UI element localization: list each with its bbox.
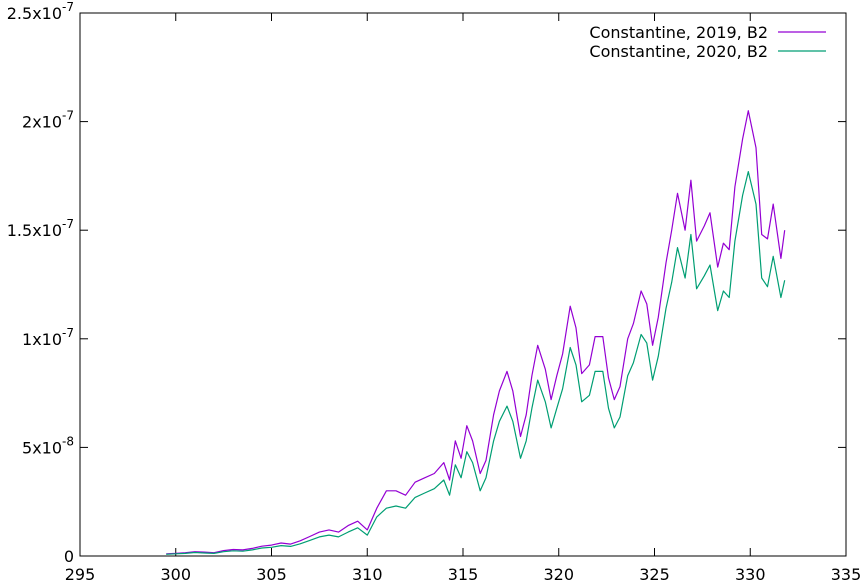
y-tick-label-base: 2x10 — [22, 113, 62, 132]
y-tick-label-base: 0 — [64, 547, 74, 566]
y-tick-label-exponent: -7 — [62, 326, 74, 340]
y-tick-label: 2x10-7 — [22, 109, 74, 132]
y-tick-label-exponent: -8 — [62, 434, 74, 448]
x-tick-label: 295 — [65, 565, 96, 584]
x-tick-label: 335 — [831, 565, 862, 584]
x-tick-label: 305 — [256, 565, 287, 584]
y-tick-label-exponent: -7 — [62, 0, 74, 14]
y-tick-label: 2.5x10-7 — [7, 0, 74, 23]
y-tick-label: 0 — [64, 547, 74, 566]
x-axis: 295 300 305 310 315 320 325 330 335 — [65, 13, 862, 584]
x-tick-label: 300 — [160, 565, 191, 584]
x-tick-label: 325 — [639, 565, 670, 584]
x-tick-label: 310 — [352, 565, 383, 584]
y-tick-label: 1.5x10-7 — [7, 217, 74, 240]
y-tick-label: 1x10-7 — [22, 326, 74, 349]
x-tick-label: 330 — [735, 565, 766, 584]
series-lines — [166, 110, 786, 555]
y-tick-label-exponent: -7 — [62, 217, 74, 231]
series-line-2 — [166, 171, 786, 555]
y-tick-label: 5x10-8 — [22, 434, 74, 457]
x-tick-label: 315 — [448, 565, 479, 584]
y-tick-label-base: 2.5x10 — [7, 4, 62, 23]
legend-label: Constantine, 2020, B2 — [589, 42, 768, 61]
legend-label: Constantine, 2019, B2 — [589, 23, 768, 42]
y-tick-label-base: 1.5x10 — [7, 221, 62, 240]
x-tick-label: 320 — [543, 565, 574, 584]
y-tick-label-base: 1x10 — [22, 330, 62, 349]
y-tick-label-base: 5x10 — [22, 438, 62, 457]
series-line-1 — [166, 110, 786, 555]
y-tick-label-exponent: -7 — [62, 109, 74, 123]
